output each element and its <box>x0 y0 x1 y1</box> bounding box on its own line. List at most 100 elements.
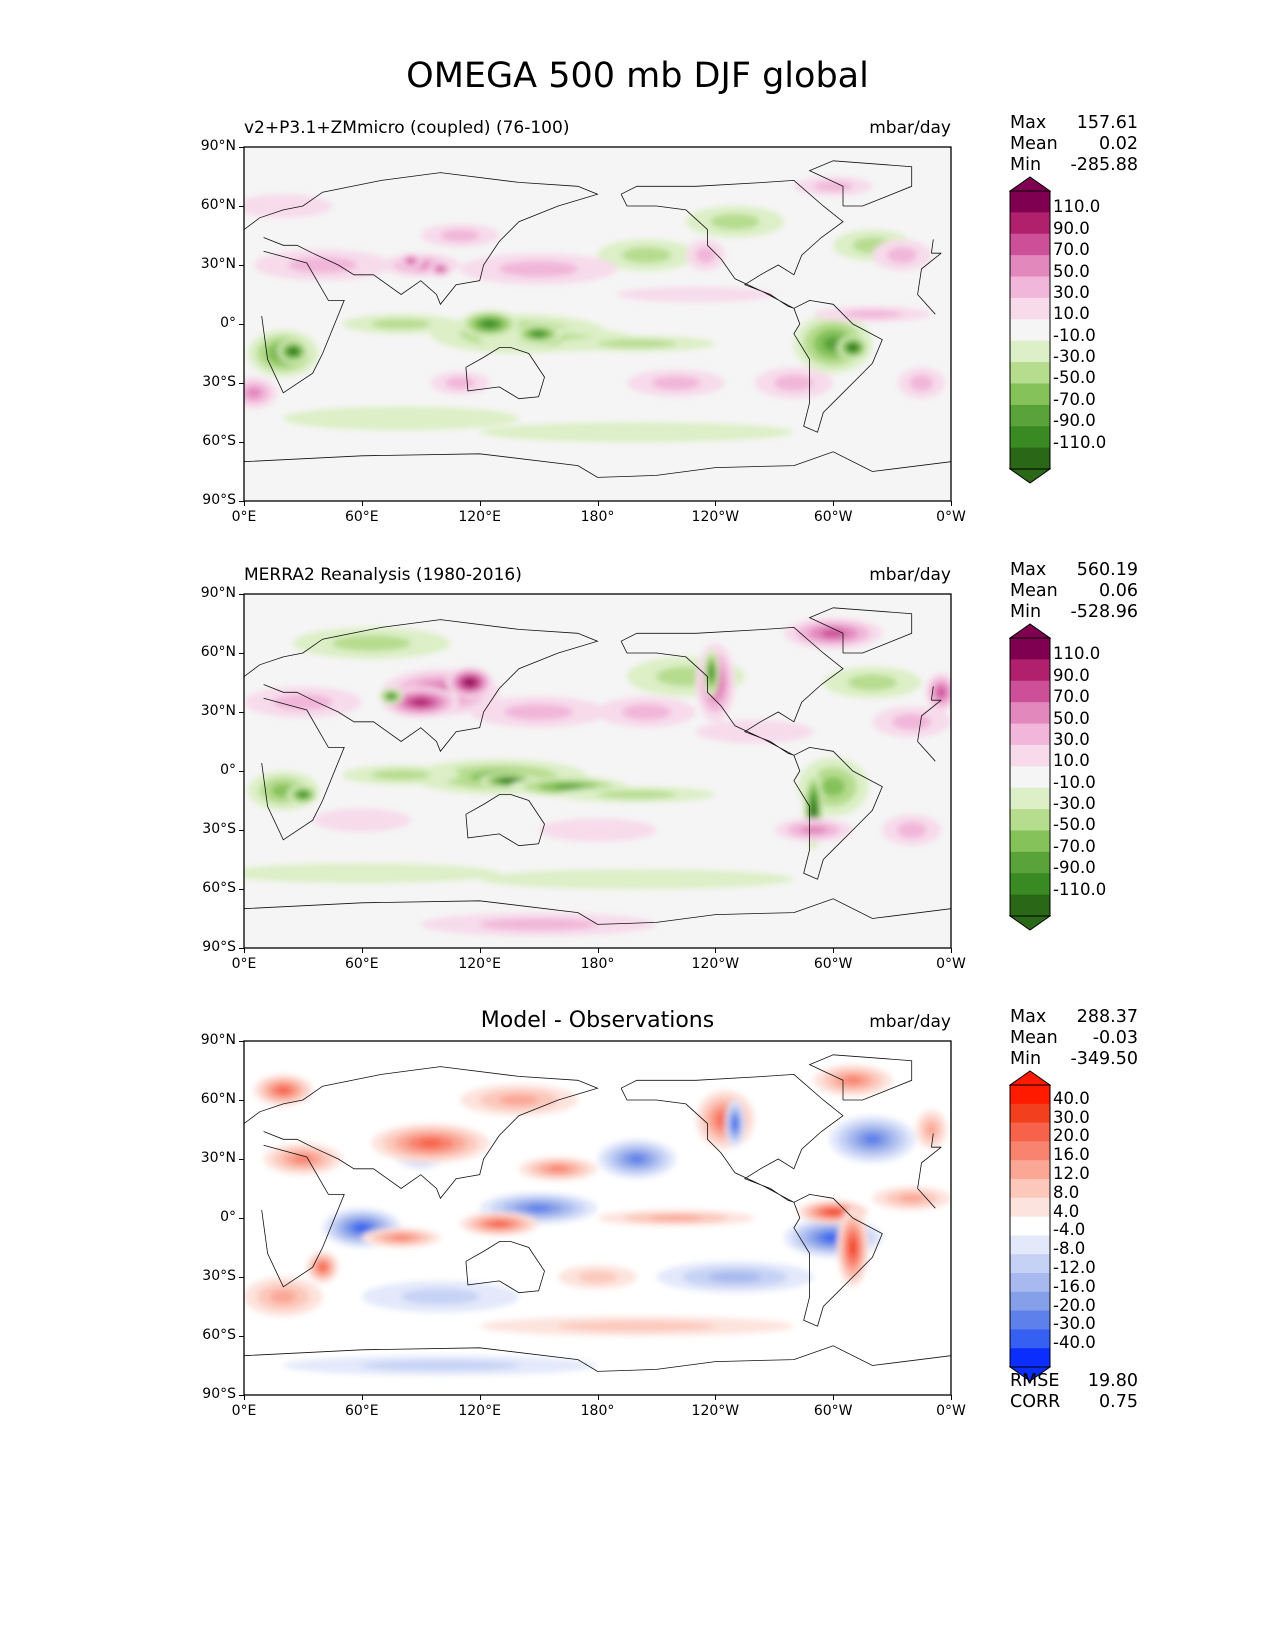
y-tick-mark <box>239 324 244 325</box>
y-tick-mark <box>239 1277 244 1278</box>
y-tick-mark <box>239 653 244 654</box>
colorbar-tick-label: 70.0 <box>1053 240 1090 259</box>
stat-value: -0.03 <box>1068 1028 1138 1049</box>
colorbar-band <box>1010 788 1050 810</box>
y-tick-label: 60°S <box>154 1327 236 1343</box>
y-tick-mark <box>239 889 244 890</box>
colorbar-tick-label: 110.0 <box>1053 644 1100 663</box>
colorbar-tick-label: -10.0 <box>1053 773 1096 792</box>
field-contour <box>848 675 897 691</box>
stat-label: Mean <box>1010 1028 1068 1049</box>
y-tick-label: 30°S <box>154 374 236 390</box>
y-tick-mark <box>239 442 244 443</box>
field-contour <box>821 629 846 637</box>
stats-box: Max 288.37 Mean -0.03 Min -349.50 <box>1010 1007 1138 1070</box>
colorbar-tick-label: -12.0 <box>1053 1258 1096 1277</box>
colorbar-band <box>1010 426 1050 448</box>
colorbar-band <box>1010 405 1050 427</box>
x-tick-mark <box>833 501 834 506</box>
map-plot <box>243 1040 952 1396</box>
field-contour <box>864 1135 881 1144</box>
field-contour <box>937 687 945 697</box>
x-tick-mark <box>362 948 363 953</box>
colorbar-extend-min <box>1010 469 1050 483</box>
field-contour <box>389 695 394 698</box>
colorbar-band <box>1010 234 1050 256</box>
x-tick-mark <box>833 948 834 953</box>
x-tick-mark <box>833 1395 834 1400</box>
units-label: mbar/day <box>751 118 951 138</box>
x-tick-label: 60°W <box>793 509 873 525</box>
colorbar-band <box>1010 681 1050 703</box>
y-tick-label: 90°S <box>154 492 236 508</box>
y-tick-mark <box>239 206 244 207</box>
field-contour <box>548 1166 568 1172</box>
stats-box: Max 560.19 Mean 0.06 Min -528.96 <box>1010 560 1138 623</box>
field-contour <box>270 1290 296 1303</box>
x-tick-mark <box>362 501 363 506</box>
x-tick-label: 0°W <box>911 1403 991 1419</box>
colorbar-band <box>1010 638 1050 660</box>
colorbar-tick-label: 10.0 <box>1053 751 1090 770</box>
colorbar-band <box>1010 448 1050 470</box>
field-contour <box>527 1205 551 1211</box>
x-tick-mark <box>244 501 245 506</box>
colorbar-tick-label: 50.0 <box>1053 262 1090 281</box>
field-contour <box>391 1235 411 1240</box>
y-tick-label: 30°S <box>154 1268 236 1284</box>
field-contour <box>774 375 813 391</box>
field-contour <box>850 1241 855 1254</box>
colorbar-tick-label: -110.0 <box>1053 433 1106 452</box>
y-tick-mark <box>239 712 244 713</box>
field-contour <box>332 635 411 651</box>
field-contour <box>445 377 474 389</box>
y-tick-mark <box>239 1218 244 1219</box>
map-plot <box>243 146 952 502</box>
x-tick-label: 180° <box>558 509 638 525</box>
colorbar-band <box>1010 1179 1050 1198</box>
y-tick-mark <box>239 147 244 148</box>
field-contour <box>539 818 657 842</box>
y-tick-mark <box>239 1041 244 1042</box>
y-tick-label: 60°N <box>154 197 236 213</box>
colorbar-band <box>1010 659 1050 681</box>
stat-label: CORR <box>1010 1392 1068 1413</box>
colorbar-band <box>1010 191 1050 213</box>
field-contour <box>812 804 815 817</box>
colorbar-tick-label: -70.0 <box>1053 837 1096 856</box>
x-tick-label: 180° <box>558 1403 638 1419</box>
colorbar-tick-label: -50.0 <box>1053 815 1096 834</box>
stat-value: -349.50 <box>1068 1049 1138 1070</box>
field-contour <box>480 869 794 889</box>
x-tick-mark <box>715 501 716 506</box>
field-contour <box>733 1120 736 1128</box>
field-contour <box>290 350 295 354</box>
colorbar-extend-min <box>1010 916 1050 930</box>
x-tick-mark <box>598 948 599 953</box>
colorbar-tick-label: -40.0 <box>1053 1333 1096 1352</box>
field-contour <box>466 680 474 685</box>
field-contour <box>926 1123 936 1136</box>
x-tick-mark <box>362 1395 363 1400</box>
y-tick-mark <box>239 1159 244 1160</box>
stat-value: 157.61 <box>1068 113 1138 134</box>
stat-value: 19.80 <box>1068 1371 1138 1392</box>
colorbar-band <box>1010 319 1050 341</box>
y-tick-label: 30°N <box>154 703 236 719</box>
x-tick-label: 120°W <box>675 509 755 525</box>
stat-label: Max <box>1010 1007 1068 1028</box>
field-contour <box>408 259 414 263</box>
y-tick-label: 30°N <box>154 256 236 272</box>
field-contour <box>629 1155 645 1163</box>
colorbar-band <box>1010 341 1050 363</box>
field-contour <box>827 1210 839 1214</box>
colorbar <box>1009 1066 1051 1388</box>
stats-box: Max 157.61 Mean 0.02 Min -285.88 <box>1010 113 1138 176</box>
colorbar-tick-label: -8.0 <box>1053 1239 1085 1258</box>
field-contour <box>440 230 479 242</box>
colorbar-band <box>1010 1123 1050 1142</box>
colorbar-band <box>1010 1198 1050 1217</box>
y-tick-label: 90°N <box>154 1032 236 1048</box>
colorbar <box>1009 172 1051 490</box>
colorbar-tick-label: 110.0 <box>1053 197 1100 216</box>
